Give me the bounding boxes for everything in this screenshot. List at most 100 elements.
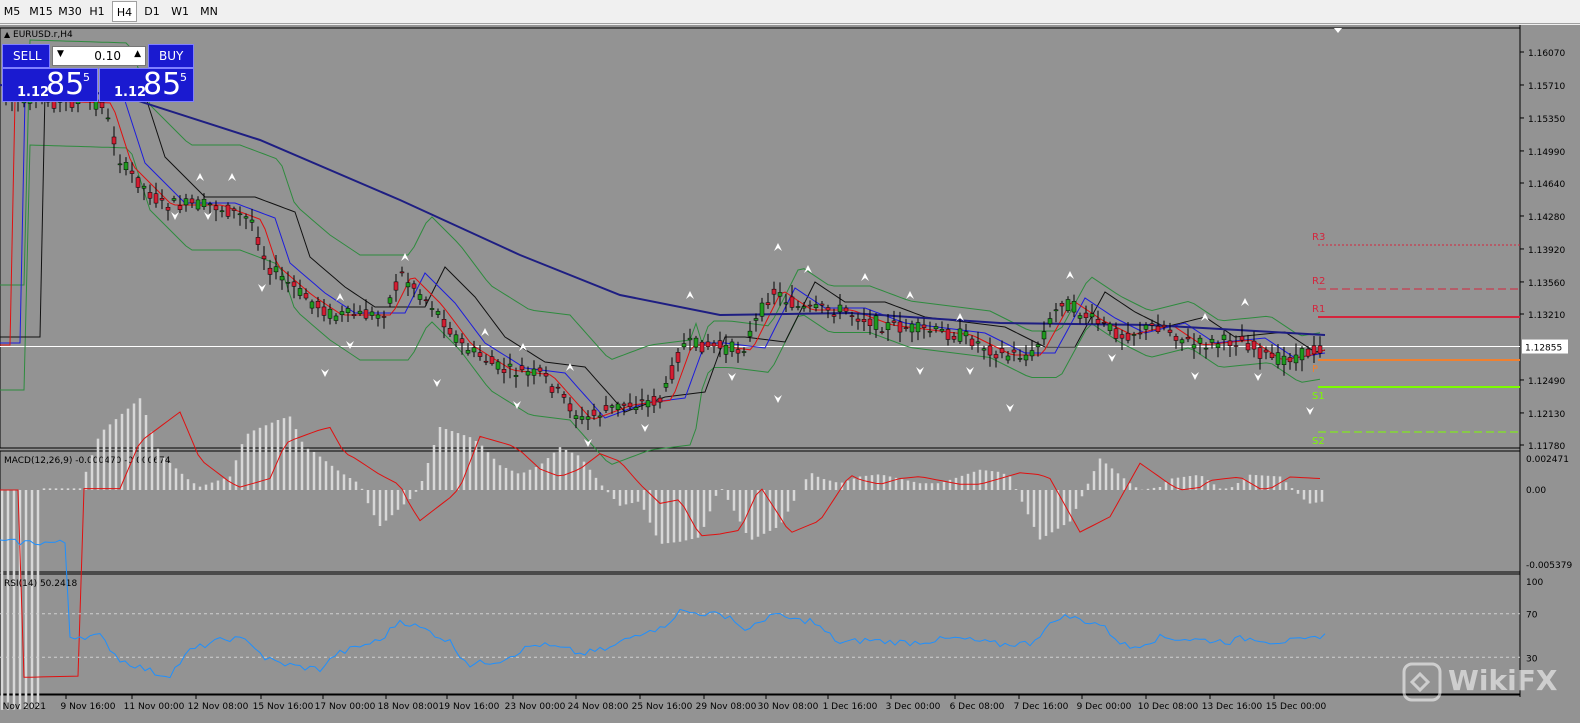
candle-body	[1071, 301, 1077, 313]
candle-body	[807, 304, 813, 307]
candle-body	[459, 338, 465, 344]
candle-body	[1179, 339, 1185, 344]
sell-label: SELL	[13, 49, 42, 63]
fractal-up-icon	[861, 273, 869, 281]
chart-canvas[interactable]: 1.16070 1.15710 1.15350 1.14990 1.14640 1.142…	[0, 25, 1580, 723]
candle-body	[801, 306, 807, 309]
candle-body	[711, 342, 717, 347]
collapse-triangle-icon[interactable]: ▲	[4, 30, 11, 39]
lot-increase-icon[interactable]: ▲	[134, 49, 141, 59]
fractal-down-icon	[966, 367, 974, 375]
candle-body	[783, 302, 789, 305]
candle-body	[1125, 332, 1131, 341]
fractal-down-icon	[346, 341, 354, 349]
fractal-down-icon	[171, 212, 179, 220]
candle-body	[891, 320, 897, 323]
candle-body	[207, 203, 213, 206]
candle-body	[1203, 347, 1209, 350]
tf-m30[interactable]: M30	[58, 5, 82, 18]
candle-body	[1275, 352, 1281, 365]
candle-body	[915, 322, 921, 333]
buy-price-sup: 5	[180, 71, 187, 84]
candle-body	[555, 386, 561, 389]
candle-body	[99, 101, 105, 108]
candle-body	[1155, 325, 1161, 332]
buy-button[interactable]: BUY	[148, 44, 194, 68]
fractal-down-icon	[258, 284, 266, 292]
candle-body	[111, 136, 117, 145]
fractal-up-icon	[906, 291, 914, 299]
candle-body	[921, 324, 927, 328]
tf-mn[interactable]: MN	[200, 5, 218, 18]
candle-body	[411, 283, 417, 289]
time-tick-label: 3 Dec 00:00	[886, 702, 941, 712]
candle-body	[1257, 347, 1263, 359]
candle-body	[819, 303, 825, 306]
lot-size-field[interactable]: ▼ 0.10 ▲	[52, 46, 146, 66]
buy-price-box[interactable]: 1.12 85 5	[99, 67, 194, 102]
macd-tick-label: 0.00	[1526, 486, 1546, 496]
candle-body	[1167, 329, 1173, 333]
candle-body	[477, 352, 483, 357]
candle-body	[843, 307, 849, 312]
sell-price-box[interactable]: 1.12 85 5	[2, 67, 98, 102]
candle-body	[471, 347, 477, 353]
candle-body	[513, 375, 519, 377]
tf-h1[interactable]: H1	[89, 5, 105, 18]
candle-body	[177, 205, 183, 210]
candle-body	[255, 237, 261, 245]
fractal-down-icon	[1306, 407, 1314, 415]
candle-body	[1245, 343, 1251, 351]
candle-body	[141, 185, 147, 189]
tf-m5[interactable]: M5	[3, 5, 21, 18]
fractal-up-icon	[1201, 313, 1209, 321]
candle-body	[465, 350, 471, 354]
candle-body	[117, 163, 123, 166]
candle-body	[447, 328, 453, 335]
tf-d1[interactable]: D1	[144, 5, 160, 18]
shift-marker-icon	[1334, 28, 1342, 33]
candle-body	[213, 205, 219, 211]
pivot-label-s2: S2	[1312, 436, 1325, 447]
candle-body	[999, 348, 1005, 354]
buy-price-big: 85	[143, 67, 182, 102]
candle-body	[501, 369, 507, 373]
lot-decrease-icon[interactable]: ▼	[57, 49, 64, 59]
candle-body	[855, 318, 861, 322]
time-tick-label: 29 Nov 08:00	[696, 702, 757, 712]
candle-body	[927, 330, 933, 333]
candle-body	[813, 304, 819, 309]
candle-body	[909, 323, 915, 333]
candle-body	[429, 308, 435, 310]
candle-body	[375, 314, 381, 319]
fractal-up-icon	[1241, 298, 1249, 306]
tf-h4[interactable]: H4	[112, 1, 137, 22]
candle-body	[609, 405, 615, 408]
sell-price-prefix: 1.12	[17, 85, 50, 100]
candle-body	[735, 349, 741, 354]
chart-area[interactable]: 1.16070 1.15710 1.15350 1.14990 1.14640 1.142…	[0, 25, 1580, 723]
sell-button[interactable]: SELL	[2, 44, 50, 68]
fractal-up-icon	[196, 173, 204, 181]
candle-body	[1149, 323, 1155, 326]
ma-slow-line	[0, 91, 1326, 413]
fractal-up-icon	[774, 243, 782, 251]
candle-body	[405, 282, 411, 288]
candle-body	[951, 335, 957, 340]
candle-body	[873, 315, 879, 330]
candle-body	[831, 314, 837, 317]
fractal-down-icon	[433, 379, 441, 387]
current-price-tag	[1522, 339, 1568, 354]
tf-m15[interactable]: M15	[29, 5, 53, 18]
candle-body	[1311, 345, 1317, 355]
candle-body	[957, 328, 963, 342]
fractal-up-icon	[519, 343, 527, 351]
tf-w1[interactable]: W1	[171, 5, 189, 18]
candle-body	[273, 266, 279, 273]
candle-body	[987, 345, 993, 356]
candle-body	[585, 416, 591, 420]
candle-body	[219, 210, 225, 213]
candle-body	[249, 219, 255, 223]
candle-body	[777, 292, 783, 297]
candle-body	[1005, 355, 1011, 361]
